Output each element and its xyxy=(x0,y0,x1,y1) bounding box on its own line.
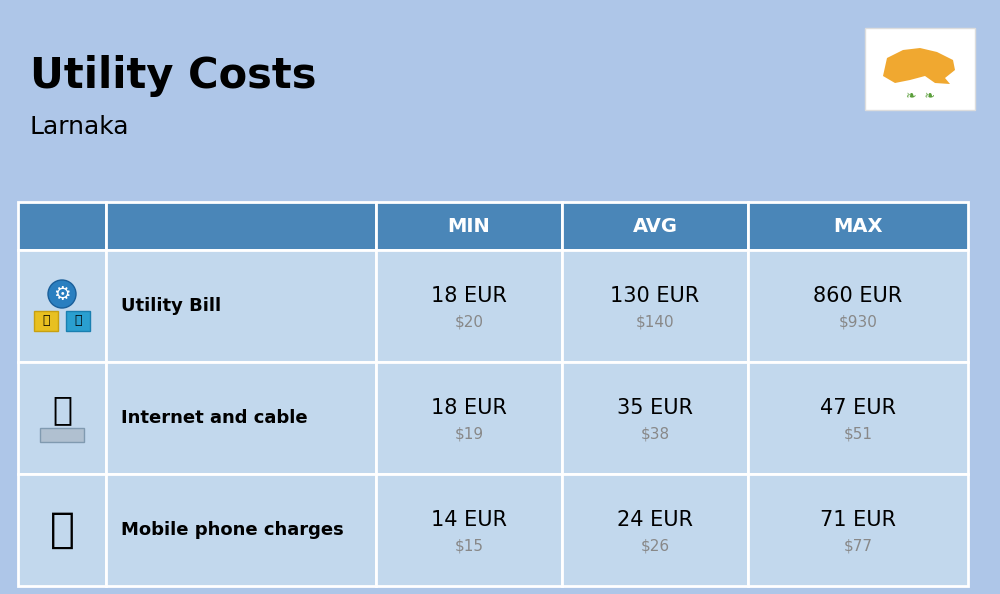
Text: 18 EUR: 18 EUR xyxy=(431,286,507,306)
Text: $26: $26 xyxy=(640,539,670,554)
Bar xyxy=(106,250,376,362)
Bar xyxy=(748,250,968,362)
Text: 35 EUR: 35 EUR xyxy=(617,398,693,418)
Text: 14 EUR: 14 EUR xyxy=(431,510,507,530)
Text: $77: $77 xyxy=(844,539,872,554)
Text: $19: $19 xyxy=(454,426,484,441)
Bar xyxy=(106,362,376,474)
Text: 71 EUR: 71 EUR xyxy=(820,510,896,530)
Bar xyxy=(562,474,748,586)
Bar xyxy=(18,202,106,250)
Bar xyxy=(562,250,748,362)
Text: $140: $140 xyxy=(636,314,674,330)
Bar xyxy=(18,474,106,586)
Text: 📶: 📶 xyxy=(52,393,72,426)
Bar xyxy=(18,362,106,474)
Text: 24 EUR: 24 EUR xyxy=(617,510,693,530)
Text: Larnaka: Larnaka xyxy=(30,115,130,139)
Bar xyxy=(376,250,562,362)
Bar xyxy=(748,202,968,250)
Text: 47 EUR: 47 EUR xyxy=(820,398,896,418)
Circle shape xyxy=(48,280,76,308)
Bar xyxy=(748,474,968,586)
Text: 18 EUR: 18 EUR xyxy=(431,398,507,418)
Text: Internet and cable: Internet and cable xyxy=(121,409,308,427)
Text: ❧  ❧: ❧ ❧ xyxy=(906,90,934,103)
Bar xyxy=(562,202,748,250)
Bar xyxy=(376,362,562,474)
Bar xyxy=(40,428,84,442)
Bar xyxy=(376,474,562,586)
Text: ⚙: ⚙ xyxy=(53,285,71,304)
Text: $15: $15 xyxy=(454,539,484,554)
Text: 🔌: 🔌 xyxy=(42,314,50,327)
Bar xyxy=(34,311,58,331)
Bar xyxy=(865,28,975,110)
Bar xyxy=(106,202,376,250)
Text: Utility Bill: Utility Bill xyxy=(121,297,221,315)
Bar xyxy=(562,362,748,474)
Text: Mobile phone charges: Mobile phone charges xyxy=(121,521,344,539)
Bar xyxy=(66,311,90,331)
Text: $20: $20 xyxy=(454,314,484,330)
Bar xyxy=(18,250,106,362)
Text: $38: $38 xyxy=(640,426,670,441)
Bar xyxy=(376,202,562,250)
Text: 📱: 📱 xyxy=(50,509,74,551)
Text: AVG: AVG xyxy=(633,216,678,235)
Polygon shape xyxy=(883,48,955,84)
Text: $51: $51 xyxy=(844,426,872,441)
Text: 🚿: 🚿 xyxy=(74,314,82,327)
Text: 860 EUR: 860 EUR xyxy=(813,286,903,306)
Text: Utility Costs: Utility Costs xyxy=(30,55,316,97)
Text: MAX: MAX xyxy=(833,216,883,235)
Bar xyxy=(748,362,968,474)
Text: $930: $930 xyxy=(839,314,877,330)
Bar xyxy=(106,474,376,586)
Text: 130 EUR: 130 EUR xyxy=(610,286,700,306)
Text: MIN: MIN xyxy=(448,216,490,235)
